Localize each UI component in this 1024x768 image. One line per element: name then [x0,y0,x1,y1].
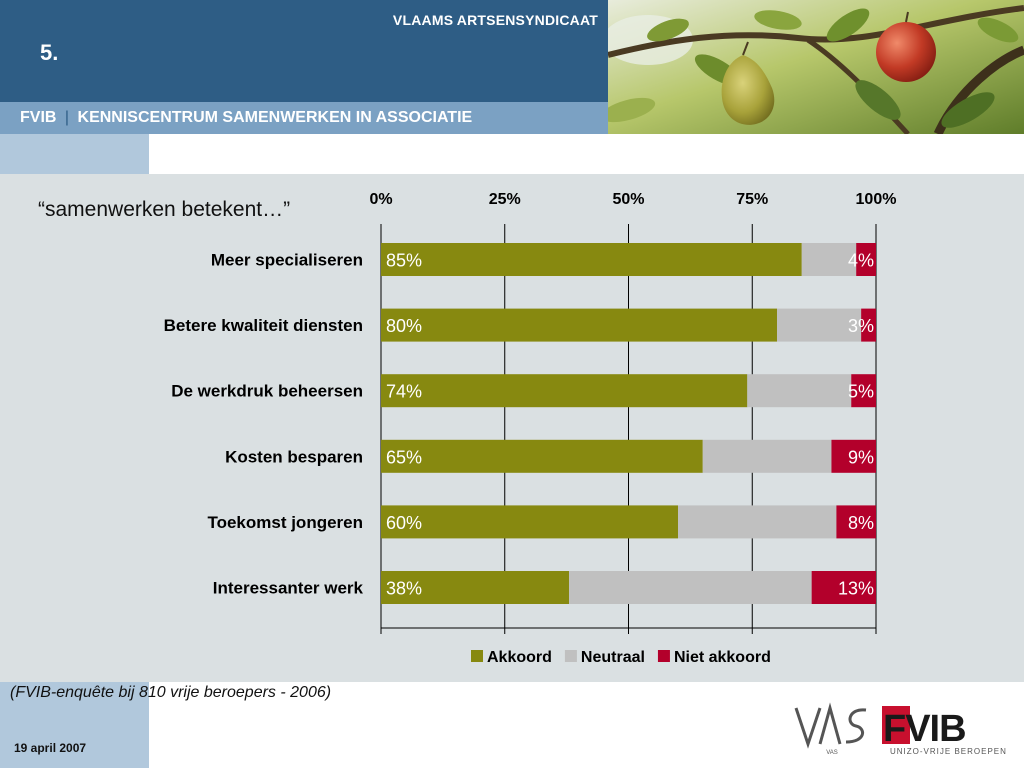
header-band: VLAAMS ARTSENSYNDICAAT 5. [0,0,608,102]
bar-akkoord [381,571,570,604]
legend-swatch [564,650,577,662]
subtitle-text: FVIB | KENNISCENTRUM SAMENWERKEN IN ASSO… [20,109,472,127]
bar-akkoord [381,243,802,276]
subtitle-bar: FVIB | KENNISCENTRUM SAMENWERKEN IN ASSO… [0,102,608,134]
fvib-logo: FVIB UNIZO-VRIJE BEROEPEN [882,706,1007,756]
bar-akkoord [381,374,748,408]
category-label: Betere kwaliteit diensten [164,316,363,335]
vas-logo-text: VAS [826,750,838,756]
fruit-tree-photo [608,0,1024,134]
chart-title: “samenwerken betekent…” [38,198,291,221]
bar-niet-akkoord [851,374,876,408]
data-label-niet-akkoord: 13% [838,579,874,599]
organization-name: VLAAMS ARTSENSYNDICAAT [392,12,598,28]
data-label-akkoord: 74% [386,382,422,402]
bar-akkoord [381,439,703,473]
data-label-niet-akkoord: 8% [848,513,874,533]
bar-neutraal [702,439,832,473]
bar-niet-akkoord [836,505,876,539]
bar-neutraal [569,571,812,604]
bar-neutraal [747,374,852,408]
fruit-tree-illustration [608,0,1024,134]
x-tick-label: 100% [856,191,897,208]
data-label-niet-akkoord: 5% [848,382,874,402]
category-label: Meer specialiseren [211,251,363,270]
fvib-logo-text: FVIB [883,708,966,750]
category-label: De werkdruk beheersen [171,382,363,401]
bar-niet-akkoord [811,571,876,604]
logos: VAS FVIB UNIZO-VRIJE BEROEPEN [794,702,1007,756]
left-accent-strip-top [0,134,149,174]
category-label: Toekomst jongeren [207,513,363,532]
data-label-niet-akkoord: 4% [848,251,874,271]
subtitle-separator: | [64,109,70,126]
bar-niet-akkoord [861,308,876,342]
bar-niet-akkoord [856,243,876,276]
x-tick-label: 25% [489,191,521,208]
fvib-tagline: UNIZO-VRIJE BEROEPEN [890,747,1007,756]
legend-entry: Niet akkoord [674,649,771,666]
stacked-bar-chart: 0% 25% 50% 75% 100% Meer specialiseren 85% 4% Be… [164,191,897,666]
footer-date: 19 april 2007 [14,741,87,755]
data-label-akkoord: 80% [386,316,422,336]
slide-number: 5. [40,40,59,65]
legend-swatch [471,650,483,662]
legend-entry: Akkoord [487,649,552,666]
bar-akkoord [381,505,678,539]
bar-akkoord [381,308,777,342]
bar-neutraal [801,243,857,276]
x-tick-label: 0% [369,191,392,208]
category-label: Interessanter werk [213,579,364,598]
subtitle-kenniscentrum: KENNISCENTRUM SAMENWERKEN IN ASSOCIATIE [77,109,473,126]
data-label-akkoord: 38% [386,579,422,599]
bar-neutraal [678,505,837,539]
category-label: Kosten besparen [225,447,363,466]
bar-niet-akkoord [831,439,876,473]
vas-logo: VAS [794,702,870,756]
source-note: (FVIB-enquête bij 810 vrije beroepers - … [10,684,332,701]
data-label-akkoord: 65% [386,447,422,467]
data-label-akkoord: 85% [386,251,422,271]
subtitle-fvib: FVIB [20,109,57,126]
left-accent-strip-bottom [0,682,149,768]
data-label-akkoord: 60% [386,513,422,533]
legend-swatch [657,650,670,662]
legend-entry: Neutraal [581,649,645,666]
data-label-niet-akkoord: 3% [848,316,874,336]
data-label-niet-akkoord: 9% [848,447,874,467]
x-tick-label: 50% [612,191,644,208]
x-tick-label: 75% [736,191,768,208]
bar-neutraal [777,308,862,342]
